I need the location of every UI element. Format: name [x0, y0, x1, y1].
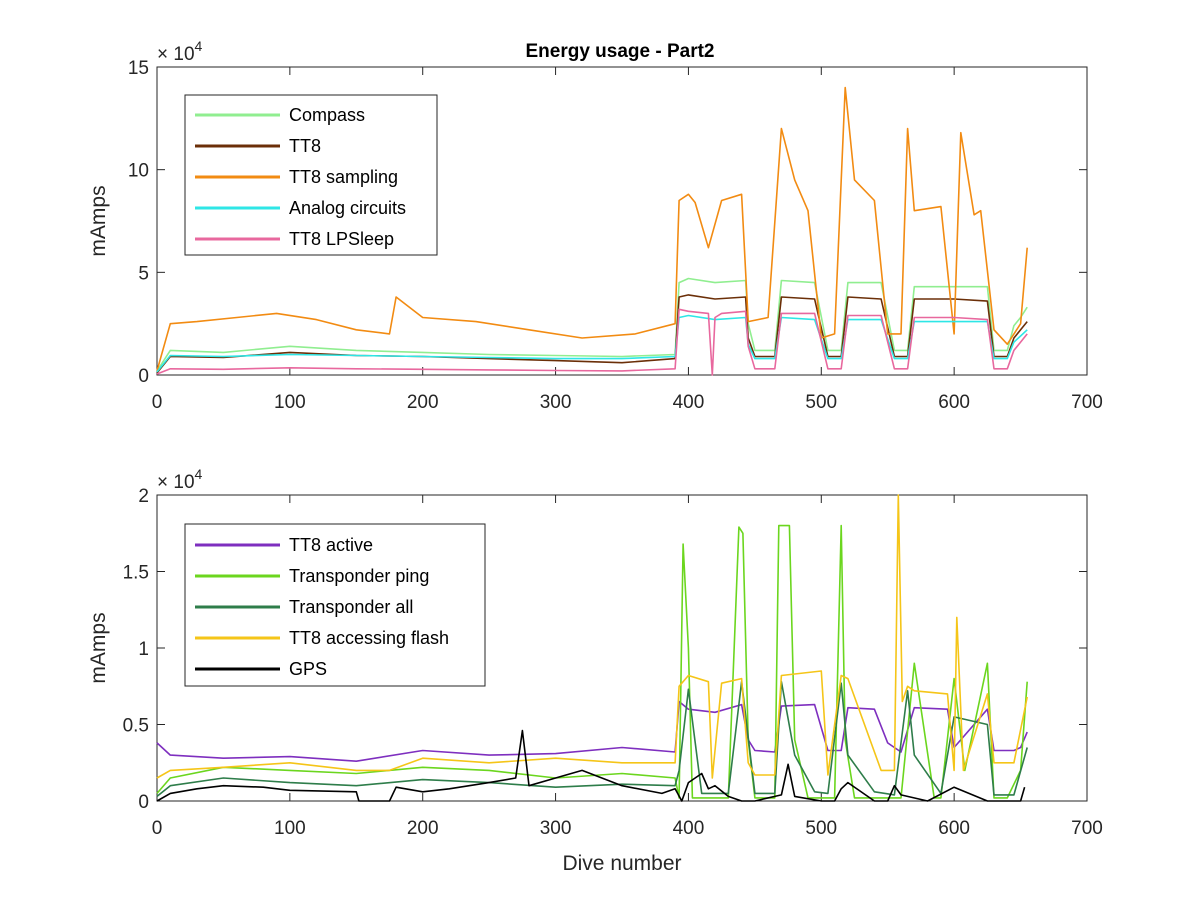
chart-title: Energy usage - Part2 — [525, 41, 714, 62]
series-line-2 — [156, 86, 1028, 372]
y-exponent-label: × 104 — [157, 38, 203, 65]
y-tick-label: 1 — [138, 639, 149, 660]
x-tick-label: 500 — [805, 818, 837, 839]
legend-entry: GPS — [289, 659, 327, 679]
legend-entry: TT8 — [289, 136, 321, 156]
x-tick-label: 0 — [152, 818, 163, 839]
x-tick-label: 100 — [274, 392, 306, 413]
legend-entry: Transponder ping — [289, 566, 429, 586]
y-axis-label: mAmps — [87, 612, 110, 683]
bottom-plot: 0 100 200 300 400 500 600 700 0 0.5 1 1.5 2 × 104 mAmp… — [87, 466, 1103, 875]
x-axis-label: Dive number — [562, 852, 681, 875]
legend-entry: Transponder all — [289, 597, 413, 617]
x-tick-label: 600 — [938, 818, 970, 839]
legend-entry: TT8 accessing flash — [289, 628, 449, 648]
x-tick-label: 300 — [540, 392, 572, 413]
x-tick-label: 200 — [407, 818, 439, 839]
y-tick-label: 0 — [138, 366, 149, 387]
y-tick-label: 2 — [138, 486, 149, 507]
legend-entry: TT8 active — [289, 535, 373, 555]
legend-box — [184, 523, 486, 687]
legend-entry: Analog circuits — [289, 198, 406, 218]
y-axis-label: mAmps — [87, 185, 110, 256]
x-tick-label: 400 — [673, 818, 705, 839]
x-tick-label: 200 — [407, 392, 439, 413]
legend-entry: TT8 LPSleep — [289, 229, 394, 249]
y-tick-label: 1.5 — [123, 563, 149, 584]
x-tick-label: 0 — [152, 392, 163, 413]
y-tick-label: 10 — [128, 161, 149, 182]
y-tick-label: 5 — [138, 263, 149, 284]
y-tick-label: 15 — [128, 58, 149, 79]
x-tick-label: 700 — [1071, 818, 1103, 839]
legend-entry: TT8 sampling — [289, 167, 398, 187]
x-tick-label: 700 — [1071, 392, 1103, 413]
y-exponent-label: × 104 — [157, 466, 203, 493]
y-tick-label: 0.5 — [123, 716, 149, 737]
legend-entry: Compass — [289, 105, 365, 125]
top-plot: 0 100 200 300 400 500 600 700 0 5 10 15 × 104 mAmps Co… — [87, 38, 1103, 413]
series-line-4 — [156, 729, 1026, 802]
series-line-3 — [156, 494, 1028, 779]
x-tick-label: 600 — [938, 392, 970, 413]
series-line-2 — [156, 680, 1028, 798]
series-line-4 — [156, 308, 1028, 376]
legend-box — [184, 94, 438, 256]
series-line-0 — [156, 277, 1028, 372]
x-tick-label: 400 — [673, 392, 705, 413]
x-tick-label: 100 — [274, 818, 306, 839]
y-tick-label: 0 — [138, 792, 149, 813]
x-tick-label: 500 — [805, 392, 837, 413]
x-tick-label: 300 — [540, 818, 572, 839]
